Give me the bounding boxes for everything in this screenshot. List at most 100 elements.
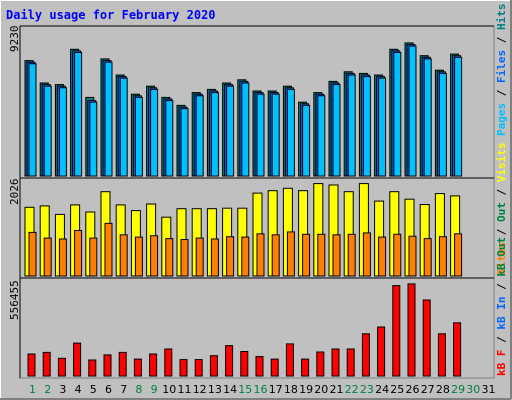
pages-bar — [28, 63, 37, 177]
kbytes-bar — [164, 348, 173, 377]
pages-bar — [286, 88, 295, 177]
pages-bar — [408, 45, 417, 177]
sites-bar — [210, 238, 219, 277]
visits-ymax-label: 2026 — [8, 179, 21, 206]
legend-kbout: kB Out — [495, 237, 508, 277]
pages-bar — [256, 93, 265, 177]
kbytes-bar — [437, 333, 446, 377]
day-label: 30 — [466, 383, 480, 396]
kbytes-bar — [27, 353, 36, 377]
legend-pages: Pages — [495, 103, 508, 136]
pages-bar — [423, 58, 432, 177]
sites-bar — [317, 233, 326, 277]
day-label: 19 — [299, 383, 313, 396]
pages-bar — [438, 72, 447, 177]
pages-bar — [378, 77, 387, 177]
day-label: 31 — [482, 383, 496, 396]
pages-bar — [332, 84, 341, 177]
pages-bar — [347, 74, 356, 177]
day-labels: 1 2 3 4 5 6 7 8 9 10 11 12 13 14 15 16 17 18 19 20 21 22 23 24 2… — [29, 383, 496, 396]
sites-bar — [104, 222, 113, 277]
svg-text:Sites / Out / Visits: Sites / Out / Visits — [495, 143, 508, 276]
hits-ymax-label: 9230 — [8, 26, 21, 53]
pages-bar — [134, 96, 143, 177]
day-label: 27 — [421, 383, 435, 396]
kbytes-bar — [255, 356, 264, 377]
svg-text:kB F / kB In / kB Out: kB F / kB In / kB Out — [495, 237, 508, 376]
pages-bar — [195, 95, 204, 177]
kbytes-bar — [73, 342, 82, 377]
pages-bar — [89, 101, 98, 177]
sites-bar — [226, 236, 235, 277]
legend-kbf: kB F — [495, 350, 508, 377]
chart-title: Daily usage for February 2020 — [6, 8, 216, 22]
kbytes-bar — [346, 348, 355, 377]
kbytes-bar — [392, 285, 401, 377]
kbytes-bar — [118, 351, 127, 377]
kbytes-bar — [453, 322, 462, 377]
pages-bar — [362, 76, 371, 177]
sites-bar — [393, 233, 402, 277]
day-label: 3 — [59, 383, 66, 396]
visits-legend: Sites / Out / Visits — [495, 143, 508, 276]
kbytes-bar — [285, 343, 294, 377]
day-label: 23 — [360, 383, 374, 396]
day-label: 22 — [345, 383, 359, 396]
sites-bar — [438, 236, 447, 277]
pages-bar — [210, 92, 219, 177]
kbytes-legend: kB F / kB In / kB Out — [495, 237, 508, 376]
pages-bar — [43, 85, 52, 177]
day-label: 26 — [406, 383, 420, 396]
sites-bar — [74, 230, 83, 277]
day-label: 1 — [29, 383, 36, 396]
legend-hits: Hits — [495, 4, 508, 31]
day-label: 8 — [135, 383, 142, 396]
hits-legend: Pages / Files / Hits — [495, 4, 508, 137]
svg-text:Pages / Files / Hits: Pages / Files / Hits — [495, 4, 508, 137]
kbytes-bar — [133, 358, 142, 377]
kbytes-bar — [422, 299, 431, 377]
pages-bar — [180, 108, 189, 177]
kbytes-bar — [209, 355, 218, 377]
day-label: 20 — [314, 383, 328, 396]
sites-bar — [378, 236, 387, 277]
kbytes-bar — [88, 359, 97, 377]
sites-bar — [43, 237, 52, 277]
day-label: 10 — [162, 383, 176, 396]
sites-bar — [408, 235, 417, 277]
pages-bar — [58, 87, 67, 177]
pages-bar — [317, 95, 326, 177]
kbytes-bar — [194, 359, 203, 377]
kbytes-bar — [270, 358, 279, 377]
sites-bar — [454, 233, 463, 277]
day-label: 29 — [451, 383, 465, 396]
sites-bar — [271, 234, 280, 277]
sites-bar — [165, 238, 174, 277]
pages-bar — [165, 100, 174, 177]
sites-bar — [362, 232, 371, 277]
day-label: 28 — [436, 383, 450, 396]
day-label: 16 — [254, 383, 268, 396]
day-label: 14 — [223, 383, 237, 396]
day-label: 12 — [193, 383, 207, 396]
pages-bar — [302, 104, 311, 177]
pages-bar — [241, 82, 250, 177]
chart-marks — [24, 42, 463, 377]
pages-bar — [393, 52, 402, 177]
kbytes-bar — [316, 351, 325, 377]
sites-bar — [119, 234, 128, 277]
kbytes-ymax-label: 556455 — [8, 280, 21, 320]
sites-bar — [302, 233, 311, 277]
pages-bar — [454, 56, 463, 177]
sites-bar — [195, 237, 204, 277]
pages-bar — [150, 88, 159, 177]
kbytes-bar — [407, 283, 416, 377]
legend-kbin: kB In — [495, 297, 508, 330]
pages-bar — [74, 52, 83, 177]
day-label: 25 — [390, 383, 404, 396]
day-label: 24 — [375, 383, 389, 396]
day-label: 11 — [178, 383, 192, 396]
day-label: 9 — [151, 383, 158, 396]
pages-bar — [226, 85, 235, 177]
